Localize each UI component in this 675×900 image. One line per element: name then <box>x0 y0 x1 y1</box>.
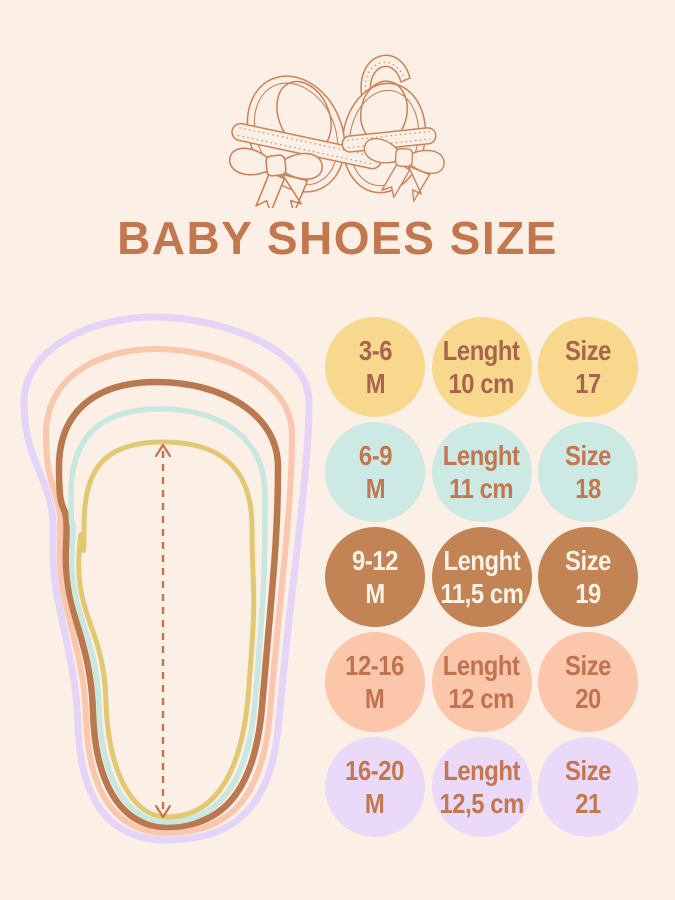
sole-outline-size-18 <box>68 406 268 825</box>
circle-label: 12-16 M <box>345 650 405 714</box>
circle-label: 16-20 M <box>345 755 405 819</box>
baby-shoes-illustration <box>228 54 447 208</box>
length-circle: Lenght 10 cm <box>431 317 532 417</box>
circle-label: Size 20 <box>565 650 611 714</box>
length-arrow <box>154 443 172 819</box>
length-circle: Lenght 11 cm <box>431 422 532 522</box>
length-circle: Lenght 12,5 cm <box>431 737 532 837</box>
circle-label: 6-9 M <box>358 440 392 504</box>
circle-label: Lenght 11,5 cm <box>439 545 524 609</box>
sole-outline-diagram <box>20 313 313 844</box>
circle-label: 3-6 M <box>358 335 392 399</box>
circle-label: 9-12 M <box>352 545 398 609</box>
circle-label: Lenght 12,5 cm <box>439 755 524 819</box>
circle-label: Size 17 <box>565 335 611 399</box>
age-circle: 16-20 M <box>325 737 425 837</box>
arrow-down-icon <box>154 804 172 819</box>
page-title: BABY SHOES SIZE <box>117 212 558 264</box>
age-circle: 12-16 M <box>325 632 425 732</box>
arrow-up-icon <box>154 443 172 458</box>
circle-label: Lenght 10 cm <box>443 335 520 399</box>
circle-label: Size 21 <box>565 755 611 819</box>
sole-rings <box>20 313 313 844</box>
sole-outline-size-21 <box>20 313 313 844</box>
size-circle: Size 19 <box>538 527 638 627</box>
length-circle: Lenght 11,5 cm <box>431 527 532 627</box>
circle-label: Lenght 11 cm <box>443 440 520 504</box>
size-circle: Size 21 <box>538 737 638 837</box>
age-circle: 3-6 M <box>325 317 425 417</box>
length-circle: Lenght 12 cm <box>431 632 532 732</box>
age-circle: 6-9 M <box>325 422 425 522</box>
sole-outline-size-19 <box>55 378 282 831</box>
age-circle: 9-12 M <box>325 527 425 627</box>
circle-label: Size 19 <box>565 545 611 609</box>
sole-outline-size-20 <box>42 345 296 837</box>
circle-label: Lenght 12 cm <box>443 650 520 714</box>
sole-outline-size-17 <box>76 439 257 820</box>
size-grid: 3-6 M Lenght 10 cm Size 17 6-9 M Lenght 11 cm Size… <box>325 317 638 837</box>
size-circle: Size 20 <box>538 632 638 732</box>
size-circle: Size 18 <box>538 422 638 522</box>
circle-label: Size 18 <box>565 440 611 504</box>
size-circle: Size 17 <box>538 317 638 417</box>
